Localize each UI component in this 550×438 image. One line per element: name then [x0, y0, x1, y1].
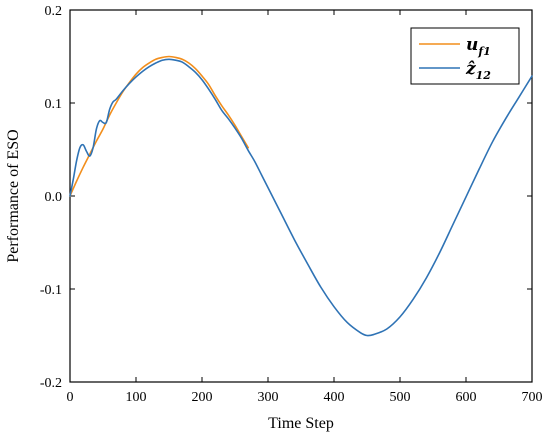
x-tick-label: 200 — [192, 390, 213, 405]
x-tick-label: 300 — [258, 390, 279, 405]
legend-entry-u-f1: uf1 — [466, 35, 491, 58]
series-layer — [69, 55, 533, 337]
x-tick-label: 400 — [324, 390, 345, 405]
y-tick-label: -0.2 — [40, 376, 62, 391]
legend: uf1 ẑ12 — [410, 27, 520, 85]
series-line-z-hat-12 — [69, 58, 533, 337]
x-tick-label: 100 — [126, 390, 147, 405]
y-axis-ticks: -0.2 -0.1 0.0 0.1 0.2 — [40, 4, 532, 391]
y-tick-label: -0.1 — [40, 283, 62, 298]
legend-sub-f1: f1 — [477, 45, 490, 58]
y-tick-label: 0.2 — [45, 4, 63, 19]
x-tick-label: 600 — [456, 390, 477, 405]
y-tick-label: 0.1 — [45, 97, 63, 112]
x-tick-label: 0 — [67, 390, 74, 405]
y-axis-label: Performance of ESO — [5, 129, 22, 262]
legend-main-z-hat: ẑ — [465, 59, 476, 79]
x-axis-label: Time Step — [268, 415, 334, 432]
legend-entry-z-hat-12: ẑ12 — [465, 59, 491, 82]
legend-sub-12: 12 — [476, 69, 492, 82]
legend-main-u: u — [466, 35, 478, 55]
x-tick-label: 700 — [522, 390, 543, 405]
series-line-u-f1 — [69, 55, 249, 197]
y-tick-label: 0.0 — [45, 190, 63, 205]
x-tick-label: 500 — [390, 390, 411, 405]
x-axis-ticks: 0 100 200 300 400 500 600 700 — [67, 10, 543, 405]
legend-box — [410, 27, 520, 85]
